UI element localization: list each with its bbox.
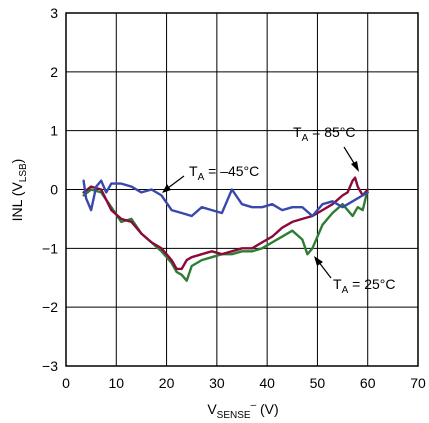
annotation-25c-group: TA = 25°C <box>314 256 395 296</box>
annotation-minus45c-arrow-line <box>168 176 184 188</box>
y-tick-label: −2 <box>42 299 58 315</box>
x-tick-label: 70 <box>410 375 426 391</box>
annotation-25c-arrowhead <box>314 256 323 266</box>
annotation-85c-group: TA = 85°C <box>293 124 359 172</box>
annotation-minus45c: TA = –45°C <box>189 163 259 183</box>
x-tick-labels: 0 10 20 30 40 50 60 70 <box>62 375 426 391</box>
y-tick-label: −3 <box>42 358 58 374</box>
x-tick-label: 40 <box>259 375 275 391</box>
x-tick-label: 50 <box>310 375 326 391</box>
x-axis-title: VSENSE– (V) <box>207 400 278 421</box>
x-tick-label: 60 <box>360 375 376 391</box>
annotation-25c: TA = 25°C <box>333 276 395 296</box>
annotation-85c-arrowhead <box>351 161 359 172</box>
y-tick-label: −1 <box>42 240 58 256</box>
grid-lines <box>66 13 418 366</box>
y-axis-title: INL (VLSB) <box>9 159 29 222</box>
annotation-85c: TA = 85°C <box>293 124 355 144</box>
annotation-minus45c-group: TA = –45°C <box>162 163 259 193</box>
x-tick-label: 0 <box>62 375 70 391</box>
y-tick-label: 1 <box>50 123 58 139</box>
y-tick-label: 0 <box>50 182 58 198</box>
x-tick-label: 30 <box>209 375 225 391</box>
y-tick-label: 3 <box>50 5 58 21</box>
x-tick-label: 10 <box>108 375 124 391</box>
y-tick-labels: 3 2 1 0 −1 −2 −3 <box>42 5 58 374</box>
x-tick-label: 20 <box>159 375 175 391</box>
series-lines <box>84 178 368 281</box>
y-tick-label: 2 <box>50 64 58 80</box>
series-line-2 <box>84 181 368 216</box>
